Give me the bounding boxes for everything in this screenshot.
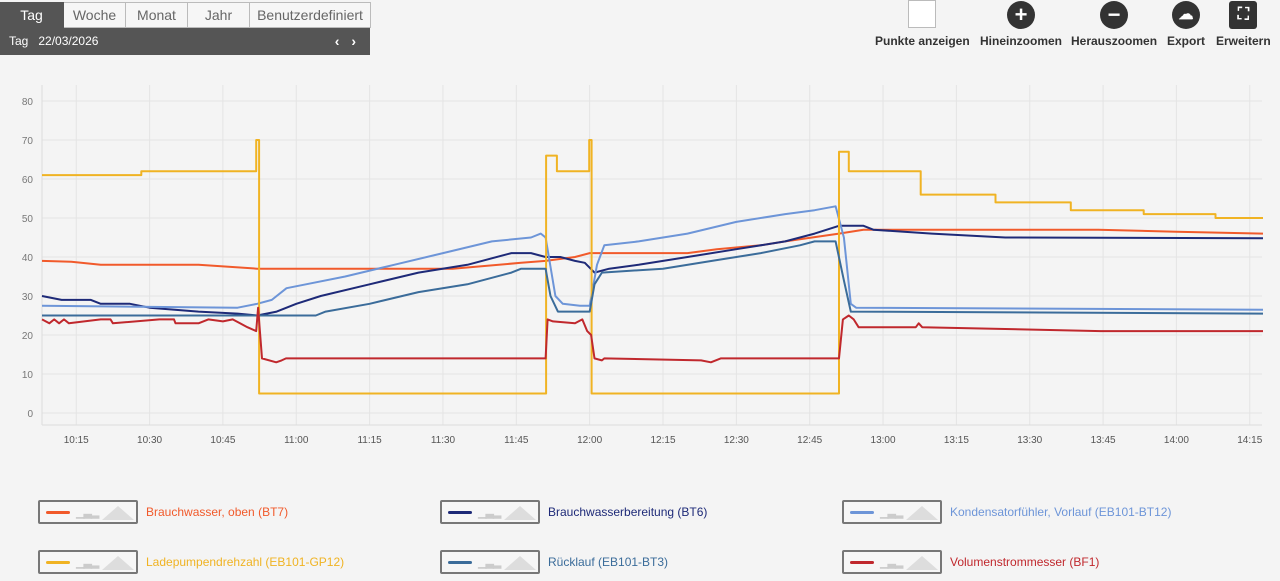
fullscreen-icon: ⛶ — [1229, 1, 1258, 29]
legend-label: Kondensatorfühler, Vorlauf (EB101-BT12) — [950, 505, 1172, 519]
legend-item[interactable]: ▁▃▂ Kondensatorfühler, Vorlauf (EB101-BT1… — [842, 500, 1171, 524]
tab-month[interactable]: Monat — [126, 2, 188, 28]
y-tick-label: 30 — [22, 292, 34, 303]
bar-type-icon: ▁▃▂ — [478, 507, 501, 519]
zoom-out-button[interactable]: − Herauszoomen — [1071, 1, 1157, 48]
legend-item[interactable]: ▁▃▂ Volumenstrommesser (BF1) — [842, 550, 1099, 574]
area-type-icon — [504, 506, 536, 520]
x-tick-label: 11:30 — [431, 435, 456, 446]
x-tick-label: 12:15 — [650, 435, 675, 446]
tab-custom[interactable]: Benutzerdefiniert — [250, 2, 371, 28]
tab-year[interactable]: Jahr — [188, 2, 250, 28]
legend-item[interactable]: ▁▃▂ Ladepumpendrehzahl (EB101-GP12) — [38, 550, 344, 574]
checkbox-icon[interactable] — [908, 0, 937, 28]
area-type-icon — [102, 556, 134, 570]
legend-label: Volumenstrommesser (BF1) — [950, 555, 1100, 569]
legend-type-switch[interactable]: ▁▃▂ — [842, 500, 942, 524]
line-type-icon — [850, 561, 874, 564]
series-line-0 — [41, 228, 1264, 270]
y-tick-label: 50 — [22, 214, 34, 225]
plus-icon: + — [1007, 1, 1035, 29]
y-tick-label: 40 — [22, 253, 34, 264]
bar-type-icon: ▁▃▂ — [76, 507, 99, 519]
cloud-download-icon: ☁ — [1172, 1, 1200, 29]
y-tick-label: 10 — [22, 370, 34, 381]
y-tick-label: 80 — [22, 97, 34, 108]
legend-type-switch[interactable]: ▁▃▂ — [842, 550, 942, 574]
export-label: Export — [1167, 34, 1206, 48]
zoom-in-button[interactable]: + Hineinzoomen — [980, 1, 1062, 48]
legend-label: Brauchwasser, oben (BT7) — [146, 505, 289, 519]
y-tick-label: 70 — [22, 136, 34, 147]
date-row: Tag 22/03/2026 ‹ › — [0, 28, 370, 55]
line-type-icon — [850, 511, 874, 514]
x-tick-label: 11:45 — [504, 435, 529, 446]
x-tick-label: 10:30 — [137, 435, 162, 446]
legend-type-switch[interactable]: ▁▃▂ — [38, 500, 138, 524]
legend-item[interactable]: ▁▃▂ Rücklauf (EB101-BT3) — [440, 550, 668, 574]
legend-type-switch[interactable]: ▁▃▂ — [38, 550, 138, 574]
plot-area — [42, 85, 1262, 425]
x-tick-label: 10:45 — [210, 435, 235, 446]
area-type-icon — [906, 556, 938, 570]
bar-type-icon: ▁▃▂ — [880, 557, 903, 569]
zoom-out-label: Herauszoomen — [1071, 34, 1158, 48]
x-tick-label: 11:15 — [357, 435, 382, 446]
legend-type-switch[interactable]: ▁▃▂ — [440, 550, 540, 574]
y-tick-label: 0 — [27, 409, 33, 420]
legend-label: Brauchwasserbereitung (BT6) — [548, 505, 708, 519]
legend-label: Ladepumpendrehzahl (EB101-GP12) — [146, 555, 345, 569]
minus-icon: − — [1100, 1, 1129, 29]
line-type-icon — [448, 511, 472, 514]
show-points-toggle[interactable]: Punkte anzeigen — [875, 0, 970, 48]
expand-button[interactable]: ⛶ Erweitern — [1216, 1, 1271, 48]
period-selector: Tag Woche Monat Jahr Benutzerdefiniert T… — [0, 2, 371, 55]
bar-type-icon: ▁▃▂ — [880, 507, 903, 519]
line-type-icon — [46, 561, 70, 564]
show-points-label: Punkte anzeigen — [875, 34, 970, 48]
x-tick-label: 14:00 — [1164, 435, 1189, 446]
x-tick-label: 12:00 — [577, 435, 602, 446]
series-line-1 — [41, 224, 1264, 317]
x-tick-label: 11:00 — [284, 435, 309, 446]
area-type-icon — [504, 556, 536, 570]
legend-type-switch[interactable]: ▁▃▂ — [440, 500, 540, 524]
tab-week[interactable]: Woche — [64, 2, 126, 28]
legend-label: Rücklauf (EB101-BT3) — [548, 555, 669, 569]
bar-type-icon: ▁▃▂ — [76, 557, 99, 569]
legend-item[interactable]: ▁▃▂ Brauchwasser, oben (BT7) — [38, 500, 288, 524]
bar-type-icon: ▁▃▂ — [478, 557, 501, 569]
x-tick-label: 13:00 — [871, 435, 896, 446]
series-line-4 — [42, 240, 1264, 317]
x-tick-label: 12:30 — [724, 435, 749, 446]
y-tick-label: 20 — [22, 331, 34, 342]
export-button[interactable]: ☁ Export — [1167, 1, 1205, 48]
line-chart: 0 10 20 30 40 50 60 70 80 10:15 10:30 10:45 11:00 11:… — [22, 85, 1264, 446]
date-value: 22/03/2026 — [38, 34, 99, 48]
line-type-icon — [46, 511, 70, 514]
line-type-icon — [448, 561, 472, 564]
series-line-5 — [41, 306, 1263, 364]
expand-label: Erweitern — [1216, 34, 1271, 48]
tab-day[interactable]: Tag — [0, 2, 64, 28]
zoom-in-label: Hineinzoomen — [980, 34, 1063, 48]
legend-item[interactable]: ▁▃▂ Brauchwasserbereitung (BT6) — [440, 500, 707, 524]
x-tick-label: 13:45 — [1091, 435, 1116, 446]
area-type-icon — [102, 506, 134, 520]
series-line-2 — [41, 205, 1264, 311]
x-tick-label: 13:30 — [1017, 435, 1042, 446]
series-line-3 — [42, 139, 1263, 395]
area-type-icon — [906, 506, 938, 520]
prev-next-nav[interactable]: ‹ › — [334, 33, 360, 49]
y-tick-label: 60 — [22, 175, 34, 186]
x-tick-label: 13:15 — [944, 435, 969, 446]
x-tick-label: 10:15 — [64, 435, 89, 446]
x-tick-label: 14:15 — [1237, 435, 1262, 446]
x-tick-label: 12:45 — [797, 435, 822, 446]
period-label: Tag — [9, 34, 29, 48]
